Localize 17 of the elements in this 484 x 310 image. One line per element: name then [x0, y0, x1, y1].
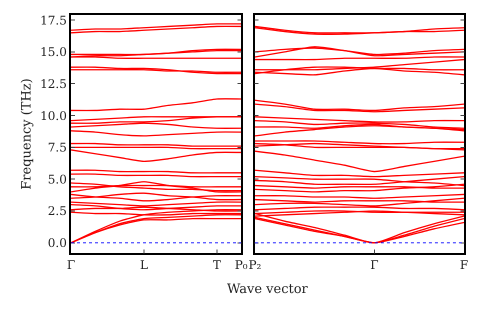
y-tick-label: 0.0	[48, 236, 67, 250]
y-tick-label: 12.5	[40, 76, 67, 91]
x-tick-label: F	[460, 258, 468, 272]
x-tick-label: T	[212, 258, 221, 272]
y-axis-title: Frequency (THz)	[20, 78, 35, 190]
x-tick-label: L	[140, 258, 148, 272]
y-tick-label: 7.5	[48, 140, 67, 155]
y-tick-label: 15.0	[40, 45, 67, 60]
y-tick-label: 2.5	[48, 204, 67, 218]
x-tick-label: Γ	[66, 258, 76, 272]
x-tick-label: P₀	[234, 258, 248, 272]
x-tick-label: P₂	[248, 258, 262, 272]
y-tick-label: 17.5	[40, 13, 67, 28]
y-tick-label: 5.0	[48, 172, 67, 186]
x-axis-title: Wave vector	[227, 282, 309, 297]
y-tick-label: 10.0	[40, 108, 67, 123]
x-tick-label: Γ	[370, 258, 379, 272]
